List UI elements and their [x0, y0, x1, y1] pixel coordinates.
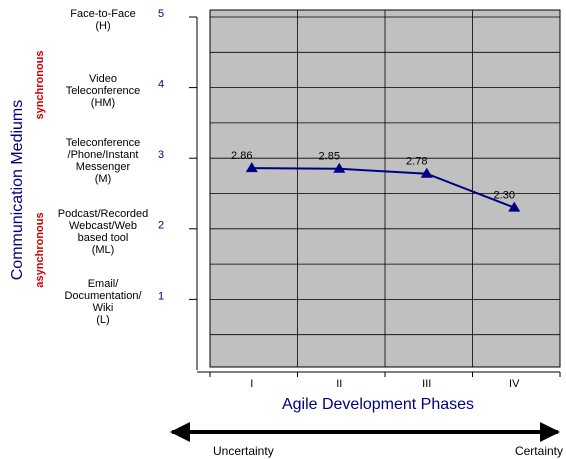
y-tick-label: 1 — [158, 290, 164, 302]
arrow-label: Certainty — [515, 444, 563, 458]
data-label: 2.86 — [231, 150, 252, 162]
y-tick-description: Teleconference /Phone/Instant Messenger … — [65, 137, 141, 186]
y-tick-label: 4 — [158, 79, 164, 91]
x-tick-label: II — [336, 378, 342, 390]
x-tick-label: III — [422, 378, 431, 390]
arrow-label: Uncertainty — [213, 444, 274, 458]
line — [251, 167, 515, 209]
zone-label: synchronous — [34, 50, 46, 119]
zone-label: asynchronous — [34, 212, 46, 287]
y-tick-description: Email/ Documentation/ Wiki (L) — [64, 278, 142, 327]
x-tick-label: I — [250, 378, 253, 390]
y-tick-description: Podcast/Recorded Webcast/Web based tool … — [57, 207, 149, 256]
y-axis-label: Communication Mediums — [9, 100, 26, 281]
x-tick-label: IV — [509, 378, 520, 390]
marker — [245, 162, 258, 173]
marker — [508, 201, 521, 212]
marker — [420, 167, 433, 178]
y-tick-description: Video Teleconference (HM) — [65, 72, 141, 109]
y-tick-description: Face-to-Face (H) — [70, 8, 136, 32]
data-label: 2.30 — [494, 190, 515, 202]
marker — [333, 162, 346, 173]
data-label: 2.85 — [319, 151, 340, 163]
data-label: 2.78 — [406, 156, 427, 168]
x-axis-label: Agile Development Phases — [282, 396, 474, 413]
y-tick-label: 3 — [158, 149, 164, 161]
y-tick-label: 5 — [158, 8, 164, 20]
y-tick-label: 2 — [158, 220, 164, 232]
